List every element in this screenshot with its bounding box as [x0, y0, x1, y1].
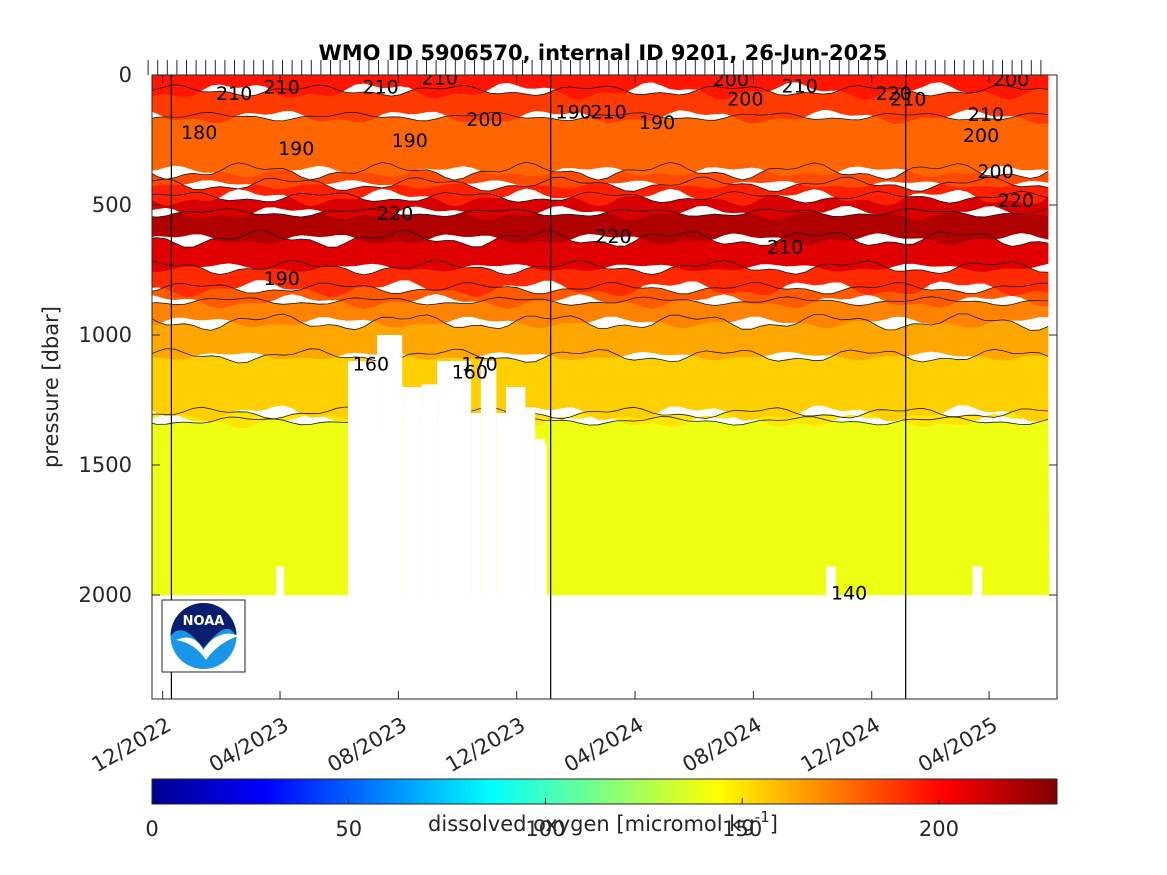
contour-label: 180: [181, 122, 217, 144]
missing-data-region: [276, 335, 983, 596]
noaa-logo-text: NOAA: [183, 614, 225, 629]
contour-label: 200: [993, 69, 1029, 91]
missing-data-block: [377, 335, 403, 596]
contour-line: [152, 190, 1049, 204]
contour-line: [152, 161, 1049, 181]
contour-label: 190: [264, 268, 300, 290]
colorbar-label-close: ]: [770, 812, 778, 836]
contour-label: 220: [998, 190, 1034, 212]
contour-label: 200: [977, 161, 1013, 183]
contour-line: [152, 111, 1049, 122]
colorbar: 0 50 100 150 200 dissolved oxygen [micromol …: [145, 778, 1058, 841]
contour-label: 210: [264, 77, 300, 99]
colorbar-label-exponent: -1: [755, 808, 770, 826]
x-tick-label: 04/2024: [560, 713, 648, 777]
colorbar-tick-label: 50: [335, 817, 362, 841]
missing-data-block: [471, 413, 481, 596]
colorbar-label: dissolved oxygen [micromol kg-1]: [428, 808, 778, 836]
y-tick-label: 500: [92, 193, 132, 217]
oxygen-contours: [152, 84, 1049, 426]
x-tick-label: 12/2024: [797, 713, 885, 777]
missing-data-block: [826, 566, 836, 596]
contour-label: 160: [452, 361, 488, 383]
y-axis: 0 500 1000 1500 2000: [79, 63, 1057, 607]
colorbar-tick-label: 0: [145, 817, 158, 841]
contour-line: [152, 229, 1049, 248]
colorbar-tick-label: 150: [722, 817, 762, 841]
contour-line: [152, 416, 1049, 426]
colorbar-ticks: 0 50 100 150 200: [145, 798, 959, 841]
contour-label: 220: [595, 226, 631, 248]
contour-label: 140: [831, 582, 867, 604]
contour-line: [152, 176, 1049, 192]
oxygen-layer: [152, 348, 1049, 422]
contour-label: 210: [216, 83, 252, 105]
missing-data-block: [402, 387, 422, 596]
contour-label: 210: [767, 237, 803, 259]
contour-line: [152, 259, 1049, 276]
contour-line: [152, 348, 1049, 364]
contour-label: 200: [713, 69, 749, 91]
chart-title: WMO ID 5906570, internal ID 9201, 26-Jun…: [319, 41, 888, 65]
contour-label: 190: [556, 101, 592, 123]
x-tick-label: 12/2022: [88, 713, 176, 777]
missing-data-block: [496, 413, 507, 596]
x-tick-label: 08/2024: [678, 713, 766, 777]
contour-line: [152, 313, 1049, 331]
contour-label: 200: [963, 125, 999, 147]
y-tick-label: 0: [119, 63, 132, 87]
contour-line: [152, 296, 1049, 307]
missing-data-block: [437, 361, 472, 596]
contour-label: 200: [727, 88, 763, 110]
y-axis-label: pressure [dbar]: [39, 306, 63, 468]
missing-data-block: [544, 444, 547, 596]
y-tick-label: 1000: [79, 323, 132, 347]
vertical-markers: [170, 75, 907, 699]
contour-label: 220: [876, 83, 912, 105]
contour-label: 160: [353, 354, 389, 376]
contour-label: 200: [466, 109, 502, 131]
noaa-logo-upper: [170, 603, 237, 648]
contour-line: [152, 406, 1049, 420]
profile-tick-marks: [147, 60, 1042, 75]
contour-label: 210: [782, 75, 818, 97]
contour-label: 220: [377, 203, 413, 225]
x-tick-label: 04/2025: [914, 713, 1002, 777]
missing-data-block: [506, 387, 526, 596]
contour-label: 210: [890, 88, 926, 110]
contour-line: [152, 208, 1049, 218]
noaa-logo-gull-icon: [176, 633, 238, 660]
missing-data-block: [535, 439, 545, 596]
contour-label: 210: [362, 77, 398, 99]
contour-label: 190: [278, 138, 314, 160]
colorbar-tick-label: 100: [525, 817, 565, 841]
missing-data-block: [276, 566, 284, 596]
x-tick-label: 08/2023: [323, 713, 411, 777]
contour-label: 190: [639, 112, 675, 134]
colorbar-label-main: dissolved oxygen [micromol kg: [428, 812, 755, 836]
contour-label: 210: [590, 101, 626, 123]
x-tick-label: 12/2023: [442, 713, 530, 777]
colorbar-tick-label: 200: [919, 817, 959, 841]
y-tick-label: 1500: [79, 453, 132, 477]
missing-data-block: [525, 410, 536, 596]
contour-label: 210: [968, 104, 1004, 126]
x-tick-label: 04/2023: [205, 713, 293, 777]
missing-data-block: [421, 384, 438, 596]
plot-frame: [151, 74, 1058, 700]
missing-data-block: [972, 566, 983, 596]
contour-label: 190: [392, 130, 428, 152]
contour-line: [152, 282, 1049, 295]
contour-label: 210: [422, 68, 458, 90]
contour-line: [152, 84, 1049, 97]
missing-data-block: [347, 361, 378, 596]
missing-data-block: [480, 361, 497, 596]
contour-label: 170: [461, 354, 497, 376]
colorbar-gradient: [151, 778, 1058, 805]
noaa-logo: NOAA: [161, 599, 246, 673]
y-tick-label: 2000: [79, 583, 132, 607]
